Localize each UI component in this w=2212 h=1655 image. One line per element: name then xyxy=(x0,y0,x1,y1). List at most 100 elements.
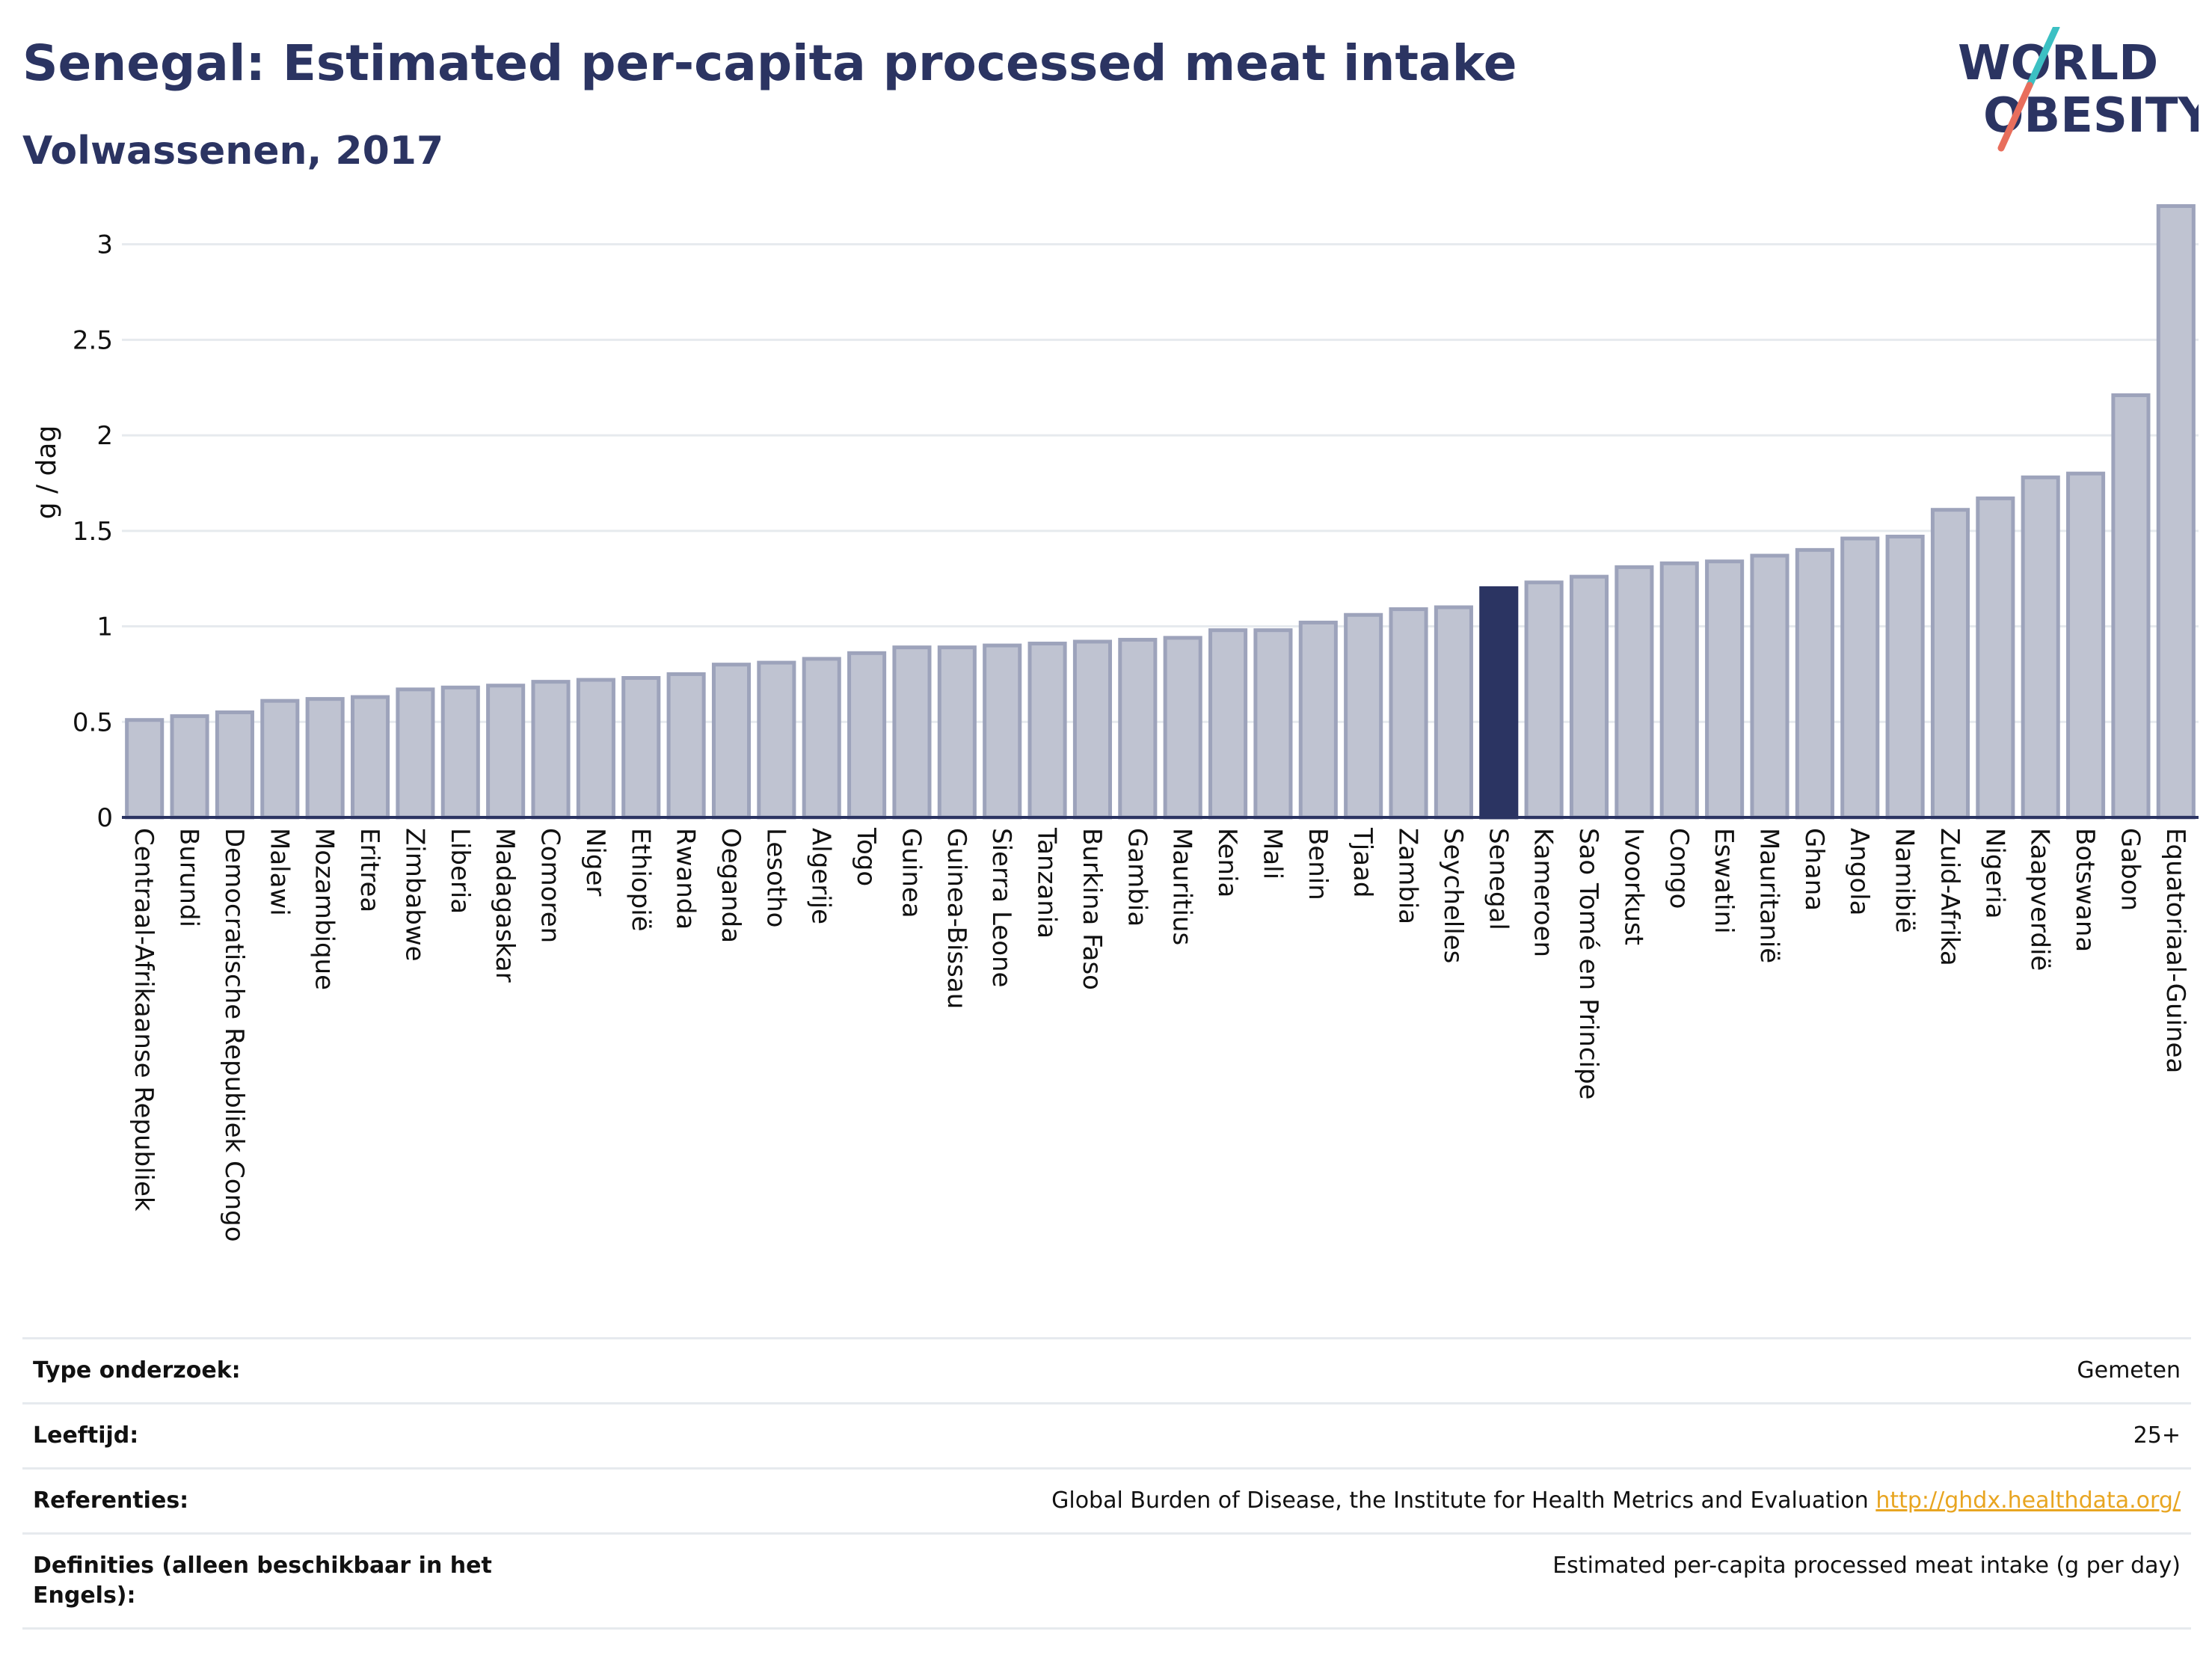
bar xyxy=(2066,471,2106,820)
x-tick-label: Liberia xyxy=(445,828,475,914)
bar xyxy=(1253,628,1293,820)
y-tick-label: 2 xyxy=(96,421,113,451)
bar xyxy=(396,687,435,820)
bar xyxy=(1930,508,1970,820)
x-tick-label: Zimbabwe xyxy=(399,828,429,962)
bar xyxy=(1885,534,1925,820)
bar xyxy=(1344,612,1383,820)
x-tick-label: Angola xyxy=(1844,828,1874,915)
x-tick-label: Ivoorkust xyxy=(1618,828,1648,945)
y-tick-label: 3 xyxy=(96,230,113,260)
references-value: Global Burden of Disease, the Institute … xyxy=(1051,1486,2181,1516)
x-tick-label: Mali xyxy=(1257,828,1287,879)
bar xyxy=(2111,393,2151,820)
bar xyxy=(621,676,661,820)
bar xyxy=(531,680,571,820)
x-tick-label: Lesotho xyxy=(761,828,790,927)
x-tick-label: Gabon xyxy=(2115,828,2145,911)
bar xyxy=(1163,636,1202,820)
bar xyxy=(937,645,977,820)
x-tick-label: Mauritius xyxy=(1167,828,1197,945)
bar xyxy=(2156,204,2196,820)
age-value: 25+ xyxy=(2133,1422,2181,1449)
references-text: Global Burden of Disease, the Institute … xyxy=(1051,1487,1869,1514)
bar xyxy=(1840,536,1880,820)
x-tick-label: Rwanda xyxy=(671,828,701,930)
bar xyxy=(576,678,615,820)
x-tick-label: Seychelles xyxy=(1438,828,1468,963)
meta-row-definitions: Definities (alleen beschikbaar in het En… xyxy=(22,1532,2191,1630)
bar xyxy=(125,718,165,820)
references-link[interactable]: http://ghdx.healthdata.org/ xyxy=(1875,1487,2181,1514)
x-tick-label: Senegal xyxy=(1483,828,1513,930)
bar xyxy=(486,684,526,820)
bar-highlight xyxy=(1479,586,1519,820)
x-tick-label: Centraal-Afrikaanse Republiek xyxy=(129,828,159,1212)
bar xyxy=(1524,580,1564,820)
bar xyxy=(666,672,706,820)
bar xyxy=(1298,620,1338,820)
bar xyxy=(711,663,752,820)
bar xyxy=(983,643,1022,820)
x-tick-label: Zuid-Afrika xyxy=(1935,828,1964,966)
meta-row-references: Referenties: Global Burden of Disease, t… xyxy=(22,1467,2191,1532)
bar xyxy=(1072,639,1112,820)
meta-row-age: Leeftijd: 25+ xyxy=(22,1402,2191,1467)
x-tick-label: Eritrea xyxy=(354,828,384,912)
x-tick-label: Malawi xyxy=(264,828,294,916)
bar xyxy=(2021,475,2060,820)
bar xyxy=(1118,637,1158,820)
bar xyxy=(802,657,841,820)
definitions-value: Estimated per-capita processed meat inta… xyxy=(1552,1553,2181,1579)
x-tick-label: Congo xyxy=(1664,828,1694,909)
bar xyxy=(892,645,932,820)
x-tick-label: Ghana xyxy=(1799,828,1829,911)
x-tick-label: Gambia xyxy=(1122,828,1152,927)
bar xyxy=(1750,553,1789,820)
meta-row-type: Type onderzoek: Gemeten xyxy=(22,1337,2191,1402)
x-tick-label: Burundi xyxy=(174,828,204,927)
bar xyxy=(1705,559,1745,820)
x-tick-label: Sierra Leone xyxy=(986,828,1016,987)
x-tick-label: Mauritanië xyxy=(1754,828,1784,963)
bar-chart: 0 0.5 1 1.5 2 2.5 3 g / dag Centraal-Afrikaanse … xyxy=(31,204,2199,1242)
metadata-table: Type onderzoek: Gemeten Leeftijd: 25+ Re… xyxy=(22,1337,2191,1630)
x-tick-label: Togo xyxy=(851,827,881,886)
x-tick-label: Kaapverdië xyxy=(2025,828,2055,971)
chart-subtitle: Volwassenen, 2017 xyxy=(22,129,444,174)
x-tick-label: Namibië xyxy=(1890,828,1920,933)
bar xyxy=(260,698,300,820)
definitions-label: Definities (alleen beschikbaar in het En… xyxy=(33,1553,492,1609)
x-tick-label: Niger xyxy=(580,828,610,896)
x-tick-label: Kenia xyxy=(1212,828,1242,897)
logo-line1: WORLD xyxy=(1958,36,2158,91)
bar xyxy=(215,710,254,820)
bar xyxy=(1434,605,1473,820)
x-tick-label: Botswana xyxy=(2070,828,2100,952)
x-tick-label: Equatoriaal-Guinea xyxy=(2160,828,2190,1073)
x-tick-label: Tanzania xyxy=(1032,827,1062,939)
y-tick-label: 1.5 xyxy=(73,517,113,547)
type-value: Gemeten xyxy=(2077,1357,2181,1384)
bar xyxy=(440,685,480,820)
y-tick-label: 2.5 xyxy=(73,325,113,355)
type-label: Type onderzoek: xyxy=(33,1357,241,1384)
x-tick-label: Eswatini xyxy=(1709,828,1739,934)
bar xyxy=(1027,642,1067,820)
bar xyxy=(1795,547,1834,820)
x-tick-label: Sao Tomé en Principe xyxy=(1573,828,1603,1099)
x-tick-label: Kameroen xyxy=(1529,828,1558,957)
x-tick-label: Zambia xyxy=(1393,828,1423,924)
x-tick-label: Comoren xyxy=(535,828,565,943)
y-tick-label: 0 xyxy=(96,803,113,833)
x-tick-label: Madagaskar xyxy=(490,828,520,983)
x-tick-label: Guinea-Bissau xyxy=(941,828,971,1009)
bar xyxy=(305,697,345,820)
x-tick-label: Oeganda xyxy=(716,828,746,943)
x-tick-label: Guinea xyxy=(896,828,926,918)
bar xyxy=(757,660,796,820)
world-obesity-logo: WORLD OBESITY xyxy=(1958,27,2199,152)
x-tick-label: Nigeria xyxy=(1979,828,2009,919)
bar xyxy=(170,714,209,820)
x-tick-label: Mozambique xyxy=(310,828,340,990)
